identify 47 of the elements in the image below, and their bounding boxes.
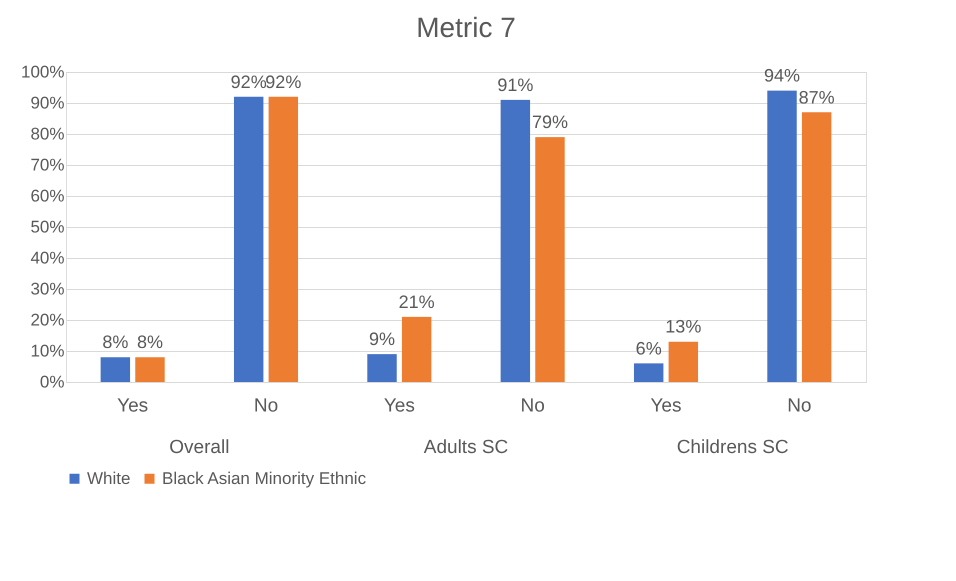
data-label: 13% [665,316,702,337]
data-label: 91% [497,74,534,95]
data-label: 79% [532,112,568,132]
y-tick-label: 0% [40,372,64,392]
data-label: 6% [636,338,662,358]
bar [367,354,397,382]
y-tick-label: 50% [30,218,64,236]
data-label: 9% [369,329,396,350]
data-label: 92% [230,72,267,92]
bar [234,96,264,382]
y-tick-label: 40% [30,248,64,268]
y-tick-label: 80% [30,124,64,144]
y-tick-label: 100% [21,62,64,82]
y-tick-label: 10% [30,342,64,360]
x-tick-label: Yes [384,396,415,416]
bar [668,342,698,382]
bar [402,316,432,382]
y-tick-label: 90% [30,94,64,112]
x-tick-label: Yes [117,396,148,416]
bar [802,112,832,382]
bar [100,357,130,382]
data-label: 21% [398,292,435,312]
bar [500,100,530,382]
text: Childrens SC [676,437,789,458]
y-tick-label: 20% [30,310,64,330]
bar [135,357,165,382]
data-label: 8% [136,332,163,352]
data-label: 92% [265,72,302,92]
bar [767,90,797,382]
text: Overall [169,437,230,458]
x-tick-label: No [520,396,545,416]
data-label: 8% [102,332,128,352]
legend-label: White [87,468,130,488]
y-tick-label: 70% [30,156,64,174]
x-tick-label: No [254,396,278,416]
data-label: 87% [798,87,835,108]
bar [268,96,298,382]
y-tick-label: 60% [30,186,64,206]
bar [634,363,664,382]
legend-label: Black Asian Minority Ethnic [162,468,367,488]
y-tick-label: 30% [30,280,64,298]
text: Adults SC [424,437,508,458]
x-tick-label: Yes [650,396,682,416]
data-label: 94% [764,66,800,86]
chart-title: Metric 7 [416,12,516,43]
x-tick-label: No [787,396,812,416]
bar [535,137,565,382]
